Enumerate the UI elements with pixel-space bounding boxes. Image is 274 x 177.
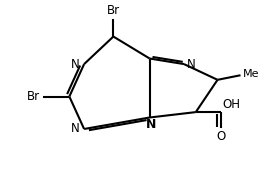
Text: OH: OH bbox=[223, 98, 241, 111]
Text: Br: Br bbox=[107, 4, 120, 17]
Text: N: N bbox=[71, 122, 80, 135]
Text: N: N bbox=[71, 58, 80, 71]
Text: N: N bbox=[146, 118, 156, 131]
Text: Br: Br bbox=[27, 90, 40, 103]
Text: Me: Me bbox=[243, 69, 260, 79]
Text: N: N bbox=[187, 58, 195, 71]
Text: O: O bbox=[217, 130, 226, 143]
